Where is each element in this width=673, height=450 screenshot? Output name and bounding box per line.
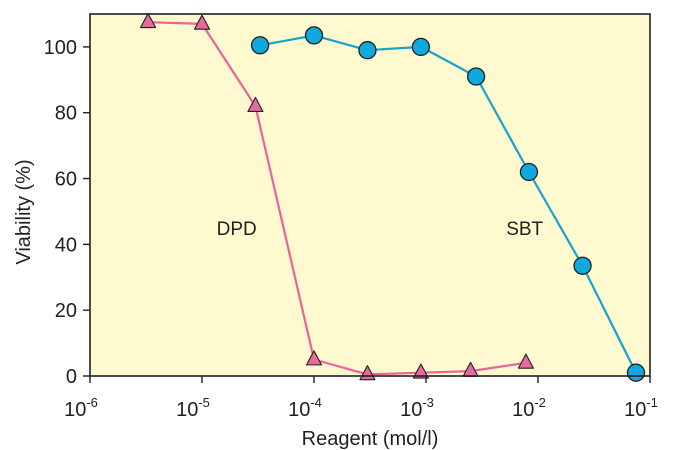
y-tick-label: 60 [55,169,77,191]
x-tick-label: 10-1 [624,395,658,421]
series-label-sbt: SBT [506,219,543,240]
series-layer: DPD SBT [140,12,646,382]
data-point [304,26,324,45]
x-tick-base: 10 [64,399,86,421]
x-tick-exponent: -1 [646,395,658,410]
x-tick-base: 10 [400,399,422,421]
series-sbt: SBT [250,26,646,382]
data-point [626,363,646,382]
x-tick-exponent: -4 [310,395,322,410]
x-tick-base: 10 [624,399,646,421]
series-line-sbt [259,34,637,374]
y-tick-label: 80 [55,103,77,125]
x-tick-label: 10-4 [288,395,322,421]
x-axis-title: Reagent (mol/l) [302,428,439,450]
x-tick-label: 10-5 [176,395,210,421]
data-point [247,96,264,113]
plot-area [90,14,650,376]
data-point [573,256,592,275]
x-tick-base: 10 [176,399,198,421]
y-axis-title: Viability (%) [13,159,35,264]
data-point [140,12,157,29]
data-point [250,36,270,55]
y-tick-label: 40 [55,234,77,256]
series-label-dpd: DPD [217,219,257,240]
x-tick-base: 10 [512,399,534,421]
y-tick-label: 20 [55,300,77,322]
x-tick-base: 10 [288,399,310,421]
series-dpd: DPD [140,12,534,381]
data-point [193,14,211,30]
data-point [358,41,377,60]
plot-frame [89,13,651,377]
x-tick-exponent: -3 [422,395,434,410]
x-tick-label: 10-6 [64,395,98,421]
y-tick-label: 0 [66,366,77,388]
y-tick-label: 100 [44,37,77,59]
x-tick-label: 10-3 [400,395,434,421]
x-tick-exponent: -6 [86,395,98,410]
data-point [305,350,323,366]
data-point [519,162,539,182]
data-point [517,353,534,369]
data-point [412,363,429,379]
data-point [411,37,431,57]
data-point [466,67,486,86]
x-tick-exponent: -5 [198,395,210,410]
series-line-dpd [148,21,527,376]
x-tick-exponent: -2 [534,395,546,410]
x-tick-label: 10-2 [512,395,546,421]
